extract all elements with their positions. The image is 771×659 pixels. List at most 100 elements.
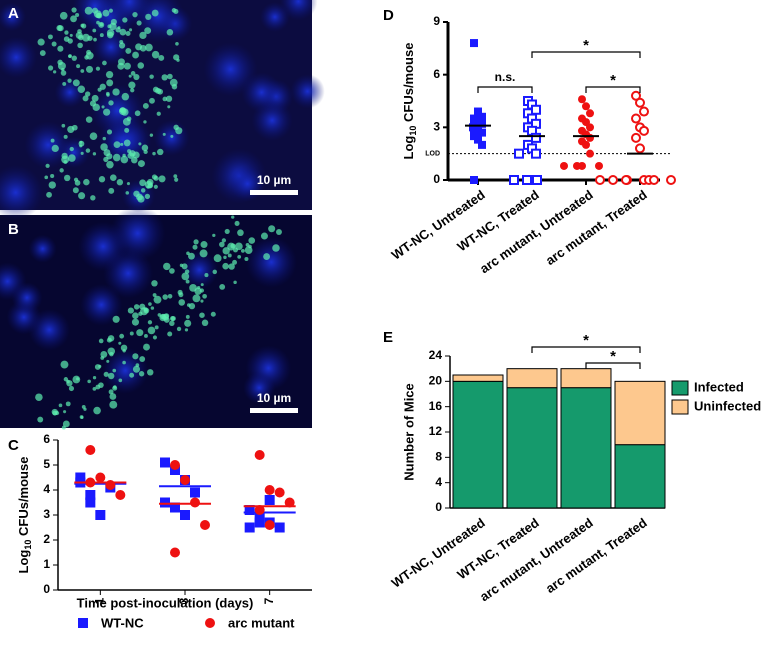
point (586, 149, 594, 158)
point (631, 132, 641, 143)
bacteria (237, 255, 242, 259)
bacteria (152, 335, 158, 340)
bacteria (92, 103, 100, 112)
point (573, 161, 581, 170)
panel-label: E (383, 329, 393, 346)
scale-bar (250, 408, 298, 413)
point (264, 520, 275, 530)
bacteria (132, 353, 139, 360)
bacteria (228, 263, 235, 270)
legend-label: Uninfected (694, 398, 761, 413)
bacteria (139, 356, 146, 362)
point (160, 497, 170, 508)
bacteria (115, 27, 121, 33)
nucleus (109, 205, 166, 262)
bacteria (84, 6, 93, 15)
bacteria (192, 244, 198, 250)
bacteria (107, 335, 115, 342)
x-tick-label: arc mutant, Treated (543, 187, 650, 268)
nucleus (80, 283, 123, 326)
bacteria (227, 242, 236, 251)
bacteria (129, 372, 135, 378)
bacteria (48, 181, 56, 189)
point (666, 175, 676, 185)
bacteria (57, 45, 64, 52)
bacteria (112, 315, 120, 323)
bacteria (175, 41, 179, 46)
bacteria (100, 356, 105, 360)
bacteria (58, 403, 63, 408)
bacteria (79, 140, 83, 144)
bacteria (184, 319, 192, 327)
bracket (531, 346, 641, 353)
point (190, 487, 200, 498)
nucleus (102, 347, 149, 394)
nucleus (251, 99, 293, 142)
bacteria (108, 8, 113, 13)
point (595, 161, 603, 170)
point (264, 485, 275, 495)
bacteria (219, 283, 226, 290)
bacteria (158, 175, 166, 183)
bar-segment (560, 387, 612, 509)
bacteria (142, 103, 149, 109)
bacteria (51, 41, 57, 47)
bacteria (61, 123, 66, 128)
y-tick-label: 4 (43, 482, 50, 496)
bacteria (60, 70, 67, 76)
y-tick-label: 3 (43, 507, 50, 521)
bacteria (126, 116, 132, 122)
panel-label: A (8, 5, 19, 22)
point (478, 112, 486, 121)
bacteria (158, 54, 165, 61)
point (608, 175, 618, 185)
bacteria (244, 256, 249, 262)
point (244, 505, 255, 515)
nucleus (11, 282, 43, 314)
bacteria (124, 127, 130, 133)
bacteria (132, 51, 139, 59)
nucleus (28, 309, 71, 351)
bacteria (200, 299, 204, 303)
y-label-sub: 10 (408, 126, 418, 136)
point (470, 39, 478, 48)
bacteria (63, 36, 70, 42)
bacteria (67, 78, 72, 83)
point (635, 97, 645, 108)
bacteria (185, 314, 190, 319)
bacteria (99, 33, 104, 38)
bacteria (181, 263, 188, 270)
bacteria (64, 30, 69, 35)
bacteria (152, 293, 157, 298)
bacteria (130, 88, 135, 93)
bacteria (163, 317, 170, 323)
bacteria (103, 371, 109, 377)
bacteria (35, 393, 43, 402)
bacteria (118, 341, 122, 345)
bacteria (161, 74, 168, 81)
bacteria (162, 294, 168, 300)
bacteria (127, 307, 134, 314)
bacteria (140, 188, 146, 193)
bar-segment (560, 368, 612, 389)
bacteria (132, 312, 139, 319)
bacteria (118, 42, 126, 49)
point (85, 497, 96, 508)
nucleus (245, 236, 297, 288)
bacteria (156, 111, 161, 116)
bacteria (106, 359, 110, 363)
bacteria (46, 191, 52, 198)
y-label-part: Log (401, 136, 416, 160)
bacteria (83, 178, 90, 186)
bacteria (130, 71, 136, 76)
point (595, 175, 605, 185)
bacteria (201, 319, 209, 327)
bacteria (167, 73, 173, 80)
annotation: * (610, 72, 616, 89)
point (284, 497, 295, 508)
bacteria (143, 120, 147, 124)
bacteria (151, 50, 160, 59)
bacteria (75, 12, 80, 18)
point (509, 175, 519, 185)
